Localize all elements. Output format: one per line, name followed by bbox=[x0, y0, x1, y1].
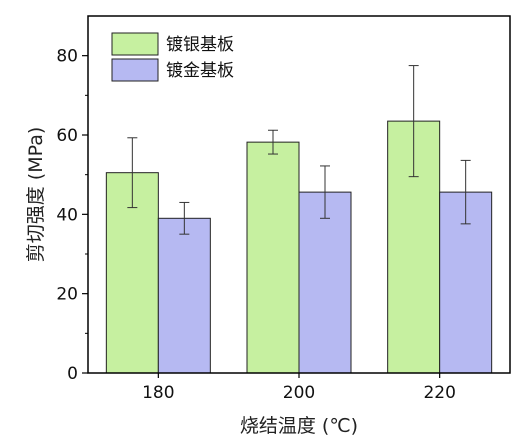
y-axis-title: 剪切强度 (MPa) bbox=[25, 127, 47, 263]
bar-gold-200 bbox=[298, 191, 352, 374]
y-tick-label-20: 20 bbox=[56, 285, 78, 305]
error-bars-layer bbox=[127, 65, 471, 235]
y-tick-label-60: 60 bbox=[56, 126, 78, 146]
y-tick-label-0: 0 bbox=[67, 364, 78, 384]
bar-gold-180 bbox=[157, 217, 211, 374]
ticks-layer: 180 200 220 0 20 40 60 80 bbox=[56, 47, 456, 403]
legend-swatch-silver bbox=[111, 32, 159, 56]
y-tick-label-80: 80 bbox=[56, 47, 78, 67]
x-axis-title: 烧结温度 (℃) bbox=[240, 415, 358, 437]
x-tick-label-180: 180 bbox=[142, 383, 174, 403]
bars-layer bbox=[105, 120, 493, 374]
bar-silver-200 bbox=[246, 141, 300, 374]
legend-label-gold: 镀金基板 bbox=[166, 61, 234, 81]
y-tick-label-40: 40 bbox=[56, 205, 78, 225]
x-tick-label-200: 200 bbox=[283, 383, 315, 403]
legend-swatch-gold bbox=[111, 58, 159, 82]
legend-label-silver: 镀银基板 bbox=[166, 35, 234, 55]
x-tick-label-220: 220 bbox=[423, 383, 455, 403]
